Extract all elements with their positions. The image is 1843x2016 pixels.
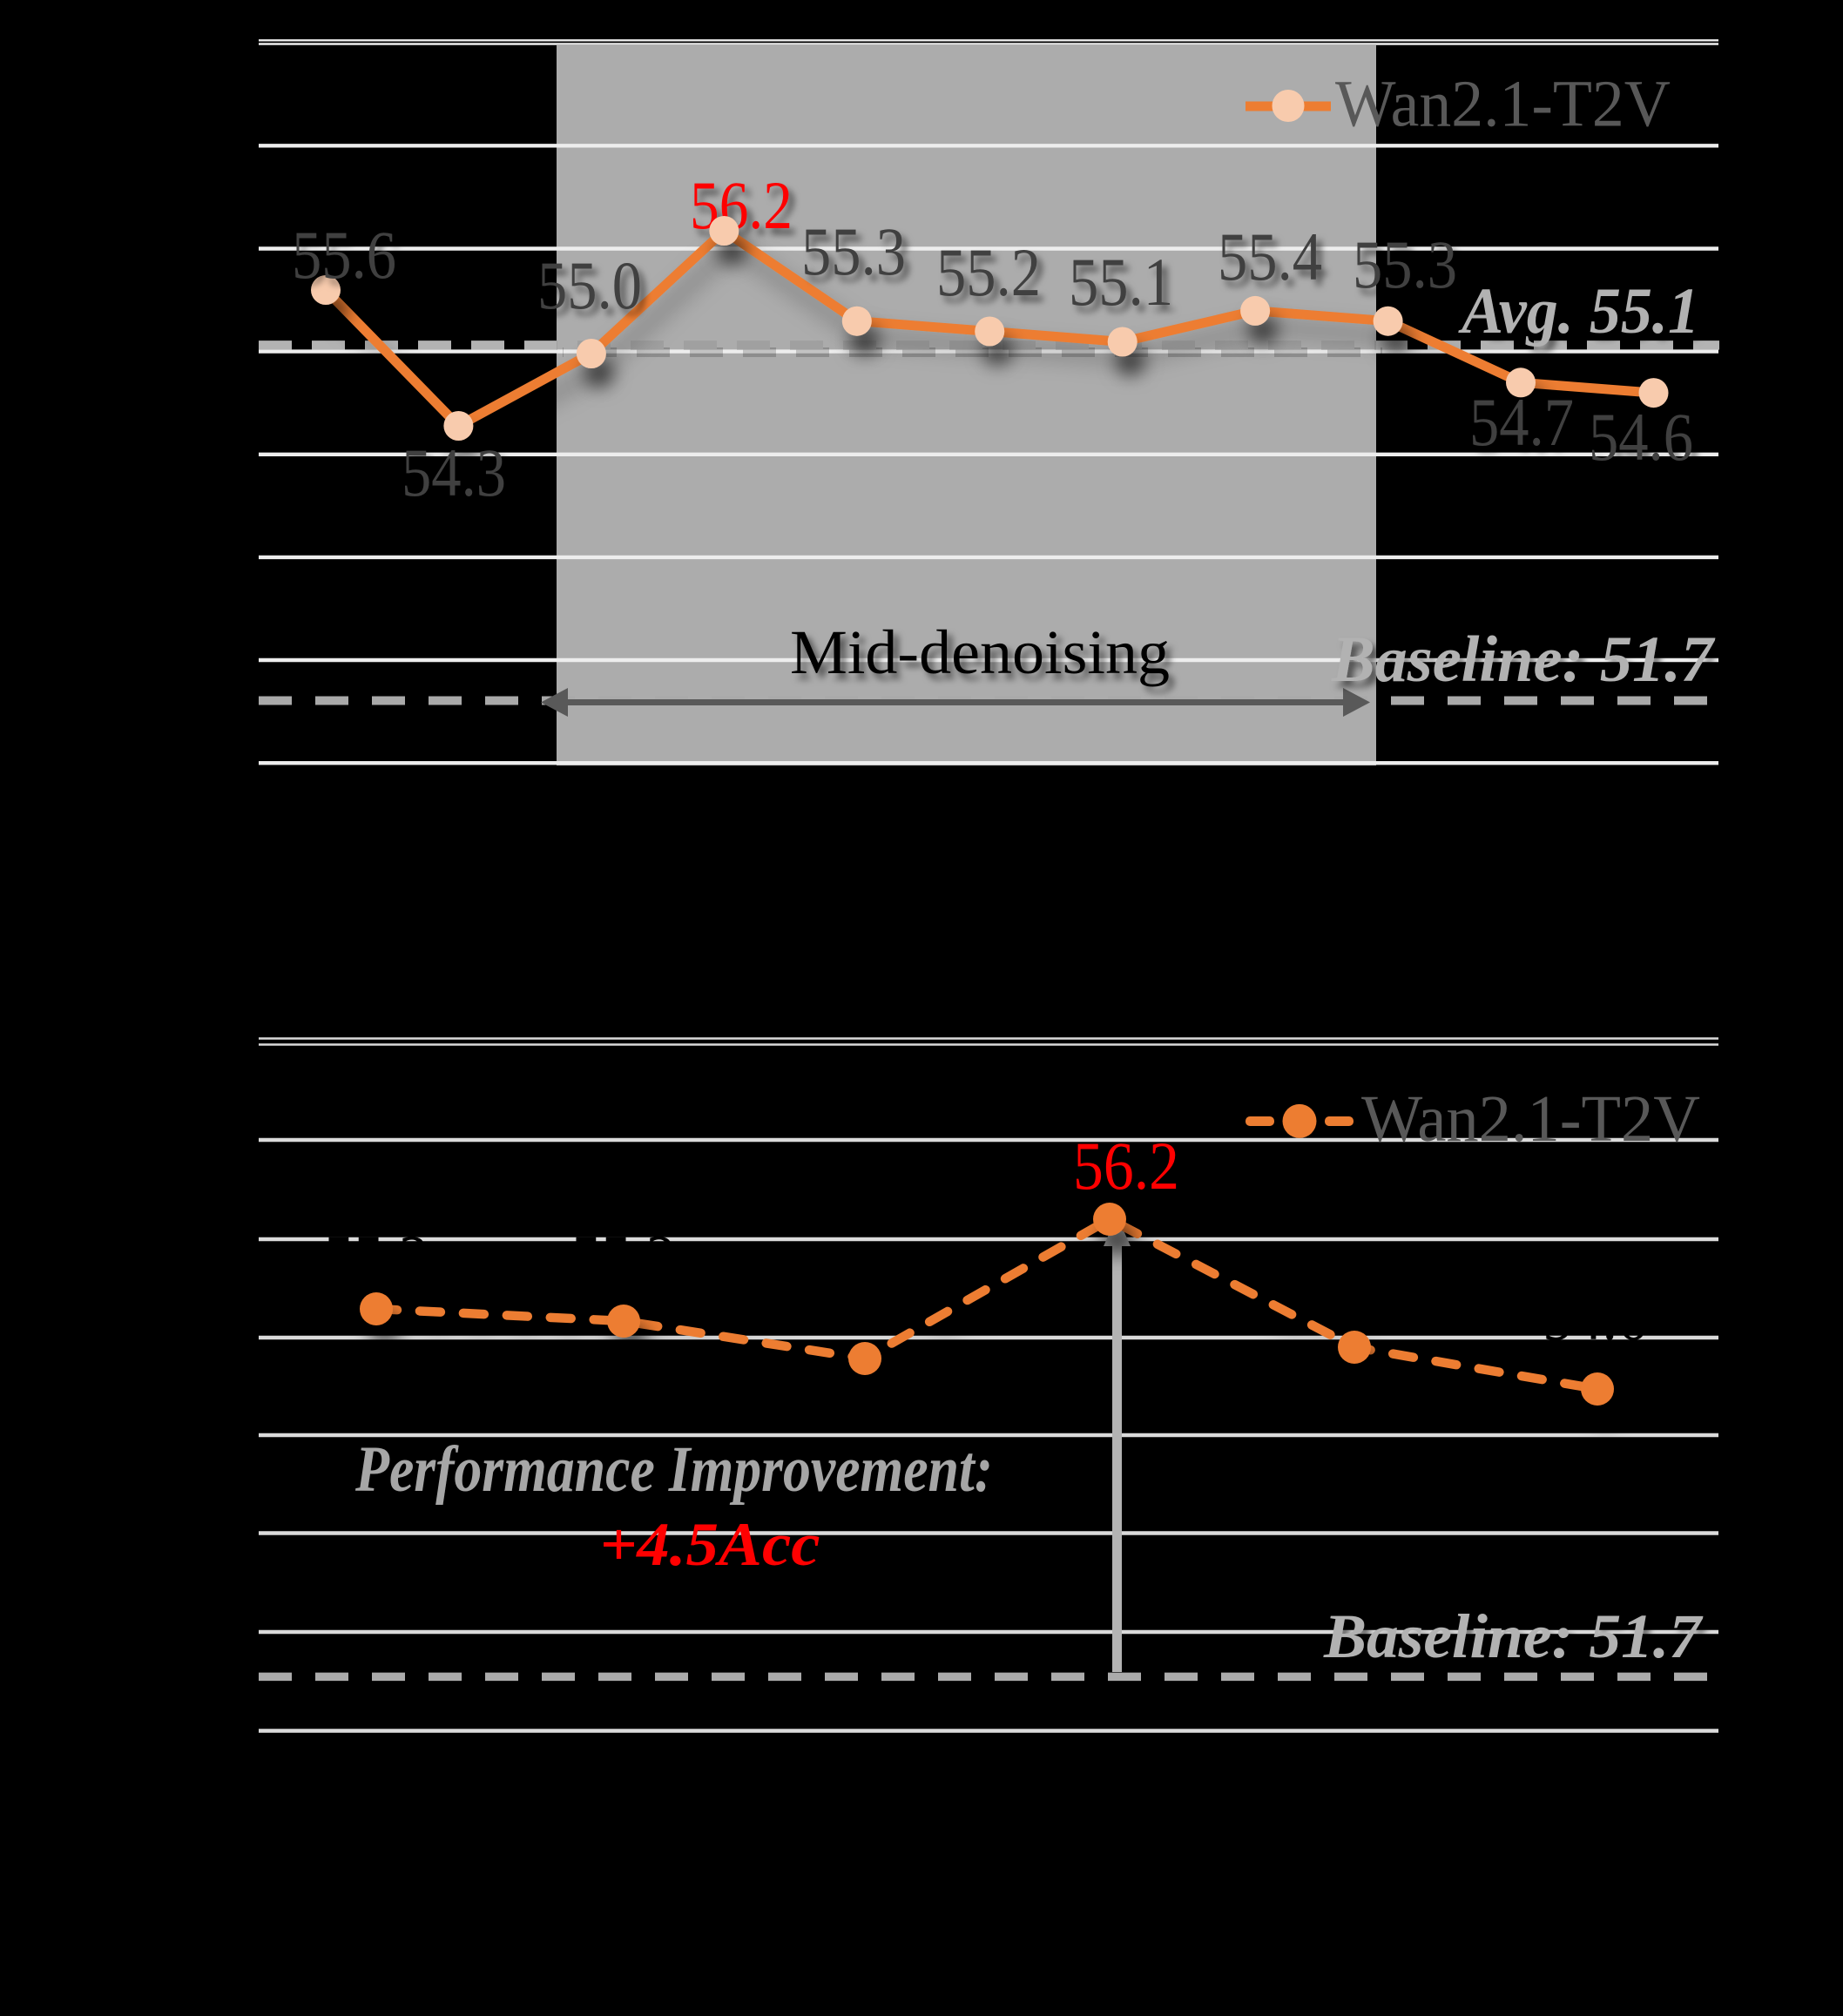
svg-text:55.6: 55.6 <box>292 217 396 293</box>
svg-text:Baseline: 51.7: Baseline: 51.7 <box>1323 1601 1704 1671</box>
svg-text:55.3: 55.3 <box>324 1221 429 1297</box>
svg-text:Performance Improvement:: Performance Improvement: <box>354 1433 993 1506</box>
svg-text:54.6: 54.6 <box>1543 1278 1647 1354</box>
svg-text:54.7: 54.7 <box>1469 384 1574 460</box>
svg-text:+4.5Acc: +4.5Acc <box>600 1511 820 1579</box>
svg-text:Avg. 55.1: Avg. 55.1 <box>1458 275 1699 347</box>
svg-text:54.3: 54.3 <box>402 435 506 510</box>
svg-text:54.9: 54.9 <box>1295 1245 1414 1321</box>
svg-text:55.3: 55.3 <box>801 213 906 289</box>
svg-text:55.4: 55.4 <box>1218 219 1322 294</box>
svg-text:55.2: 55.2 <box>571 1221 676 1297</box>
svg-text:56.2: 56.2 <box>690 167 793 243</box>
svg-text:Mid-denoising: Mid-denoising <box>790 617 1170 687</box>
svg-text:55.2: 55.2 <box>936 234 1041 310</box>
svg-text:Wan2.1-T2V: Wan2.1-T2V <box>1335 68 1671 141</box>
svg-text:54.6: 54.6 <box>1589 399 1693 475</box>
svg-text:Baseline: 51.7: Baseline: 51.7 <box>1331 624 1715 696</box>
svg-text:56.2: 56.2 <box>1073 1128 1179 1204</box>
svg-text:55.1: 55.1 <box>1069 244 1173 320</box>
svg-text:55.3: 55.3 <box>1353 226 1457 302</box>
svg-text:Wan2.1-T2V: Wan2.1-T2V <box>1361 1082 1700 1156</box>
svg-text:55.0: 55.0 <box>537 247 642 323</box>
svg-text:54.8: 54.8 <box>806 1256 925 1332</box>
